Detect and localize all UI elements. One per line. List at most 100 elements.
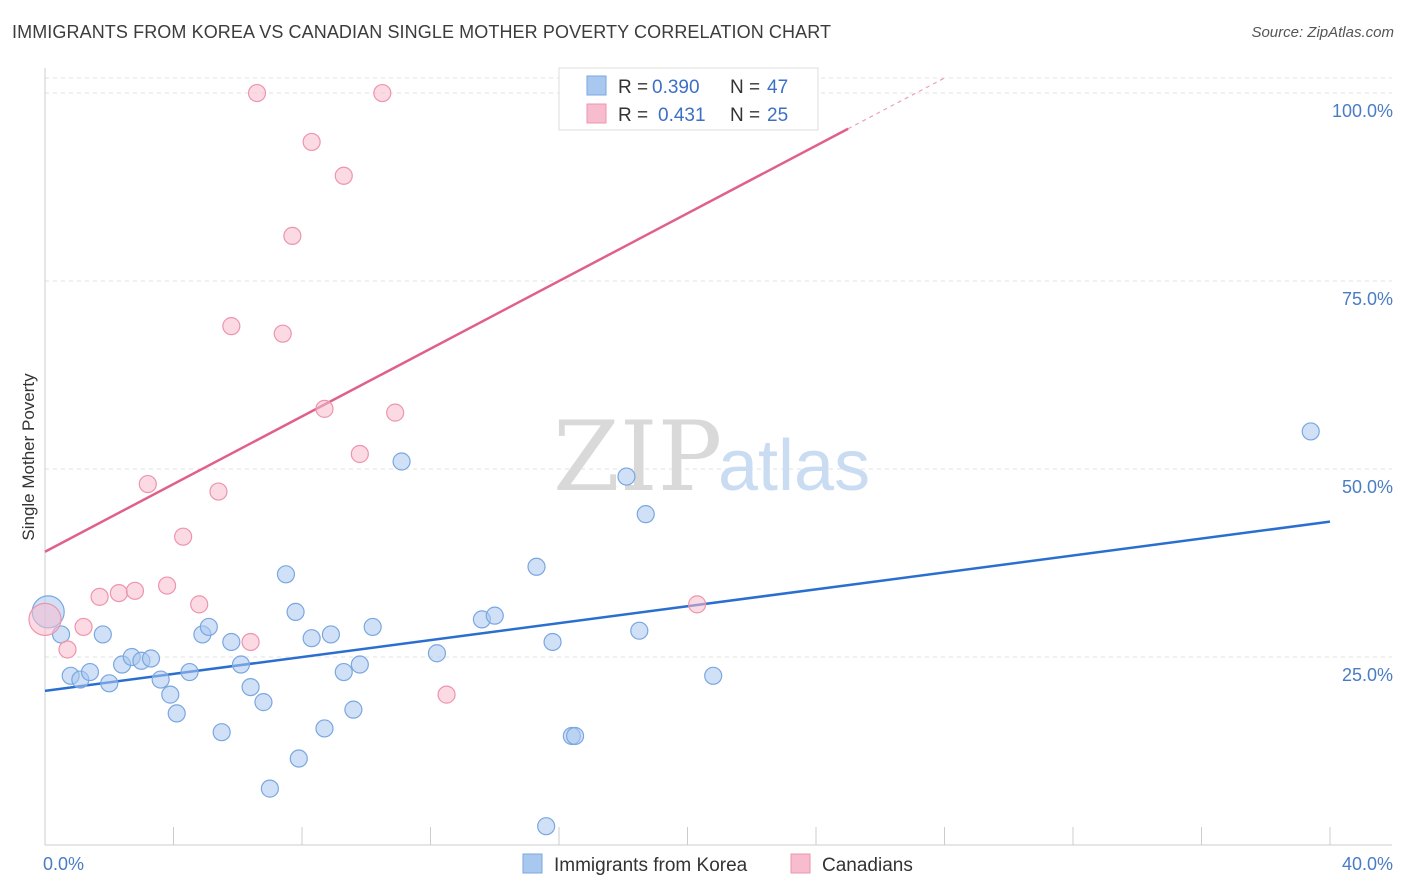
legend-item-korea: R = 0.390 N = 47 — [586, 75, 788, 98]
point-korea — [80, 662, 100, 682]
point-korea — [289, 749, 308, 768]
point-canadians — [350, 444, 369, 464]
point-korea — [537, 817, 556, 836]
point-canadians — [386, 403, 405, 422]
legend-swatch-canadians — [586, 103, 607, 124]
y-tick-label: 50.0% — [1342, 477, 1393, 497]
point-korea — [630, 621, 649, 640]
point-canadians — [315, 399, 334, 418]
point-canadians — [157, 576, 177, 595]
point-korea — [350, 655, 369, 674]
point-korea — [427, 644, 447, 663]
trend-lines — [44, 77, 1331, 693]
x-tick-labels: 0.0% 40.0% — [43, 854, 1393, 874]
point-korea — [704, 666, 723, 685]
point-korea — [286, 602, 305, 621]
point-canadians — [90, 587, 109, 606]
legend-r-value: 0.431 — [658, 105, 706, 126]
legend-n-value: 47 — [767, 77, 788, 98]
point-canadians — [222, 317, 241, 336]
point-canadians — [28, 602, 62, 637]
point-korea — [276, 565, 296, 584]
watermark: ZIP atlas — [553, 401, 870, 513]
point-korea — [315, 719, 334, 738]
point-korea — [161, 685, 180, 704]
point-korea — [260, 779, 279, 798]
point-canadians — [190, 595, 209, 614]
bottom-legend: Immigrants from Korea Canadians — [522, 853, 913, 876]
y-tick-label: 75.0% — [1342, 289, 1393, 309]
trend-line-canadians-extension — [847, 77, 945, 130]
legend-swatch-korea — [586, 75, 607, 96]
y-tick-labels: 25.0% 50.0% 75.0% 100.0% — [1332, 101, 1393, 685]
trend-line-canadians — [44, 127, 849, 553]
point-canadians — [109, 583, 128, 603]
bottom-legend-swatch-canadians — [790, 853, 811, 874]
legend-r-value: 0.390 — [652, 77, 700, 98]
legend-n-label: N = — [730, 77, 760, 98]
point-korea — [167, 704, 186, 723]
y-tick-label: 25.0% — [1342, 665, 1393, 685]
point-korea — [636, 505, 655, 524]
point-canadians — [247, 83, 267, 103]
point-korea — [199, 617, 218, 637]
point-korea — [180, 662, 199, 682]
point-canadians — [302, 132, 321, 152]
point-canadians — [437, 685, 456, 704]
point-korea — [543, 632, 562, 652]
x-tick-label-min: 0.0% — [43, 854, 84, 874]
trend-line-korea — [44, 520, 1331, 693]
point-canadians — [125, 581, 145, 600]
point-korea — [141, 649, 161, 668]
grid-lines — [45, 77, 1392, 658]
point-canadians — [209, 482, 228, 501]
bottom-legend-korea: Immigrants from Korea — [554, 855, 748, 876]
y-tick-label: 100.0% — [1332, 101, 1393, 121]
point-korea — [100, 674, 119, 693]
point-korea — [334, 662, 353, 682]
legend-r-label: R = — [618, 77, 648, 98]
point-canadians — [174, 527, 193, 546]
x-tick-label-max: 40.0% — [1342, 854, 1393, 874]
point-canadians — [373, 83, 392, 103]
legend-n-label: N = — [730, 105, 760, 126]
point-canadians — [58, 640, 77, 659]
legend-item-canadians: R = 0.431 N = 25 — [586, 103, 788, 126]
point-korea — [527, 557, 546, 576]
point-korea — [151, 670, 170, 689]
point-korea — [363, 617, 382, 637]
point-korea — [617, 467, 636, 486]
point-canadians — [138, 474, 157, 494]
axes — [44, 68, 1392, 846]
data-points — [28, 83, 1320, 836]
bottom-legend-canadians: Canadians — [822, 855, 913, 876]
point-canadians — [688, 595, 707, 614]
chart-title: IMMIGRANTS FROM KOREA VS CANADIAN SINGLE… — [12, 22, 832, 42]
point-korea — [485, 606, 504, 625]
point-canadians — [241, 632, 260, 652]
point-canadians — [334, 166, 353, 185]
point-korea — [302, 629, 321, 648]
point-korea — [212, 723, 231, 742]
point-korea — [344, 700, 363, 719]
watermark-atlas: atlas — [718, 426, 870, 506]
point-korea — [222, 632, 241, 652]
legend-r-label: R = — [618, 105, 648, 126]
bottom-legend-swatch-korea — [522, 853, 543, 874]
point-korea — [1301, 422, 1320, 441]
legend-n-value: 25 — [767, 105, 788, 126]
point-canadians — [273, 324, 292, 343]
point-korea — [392, 452, 411, 471]
legend: R = 0.390 N = 47 R = 0.431 N = 25 — [558, 67, 819, 131]
point-korea — [321, 625, 341, 644]
point-korea — [565, 726, 585, 746]
watermark-zip: ZIP — [553, 401, 722, 513]
source-label: Source: ZipAtlas.com — [1251, 24, 1394, 41]
point-korea — [254, 693, 273, 712]
y-axis-label: Single Mother Poverty — [19, 373, 38, 541]
point-canadians — [74, 617, 93, 637]
point-canadians — [283, 226, 302, 246]
point-korea — [231, 655, 251, 674]
point-korea — [93, 625, 112, 644]
